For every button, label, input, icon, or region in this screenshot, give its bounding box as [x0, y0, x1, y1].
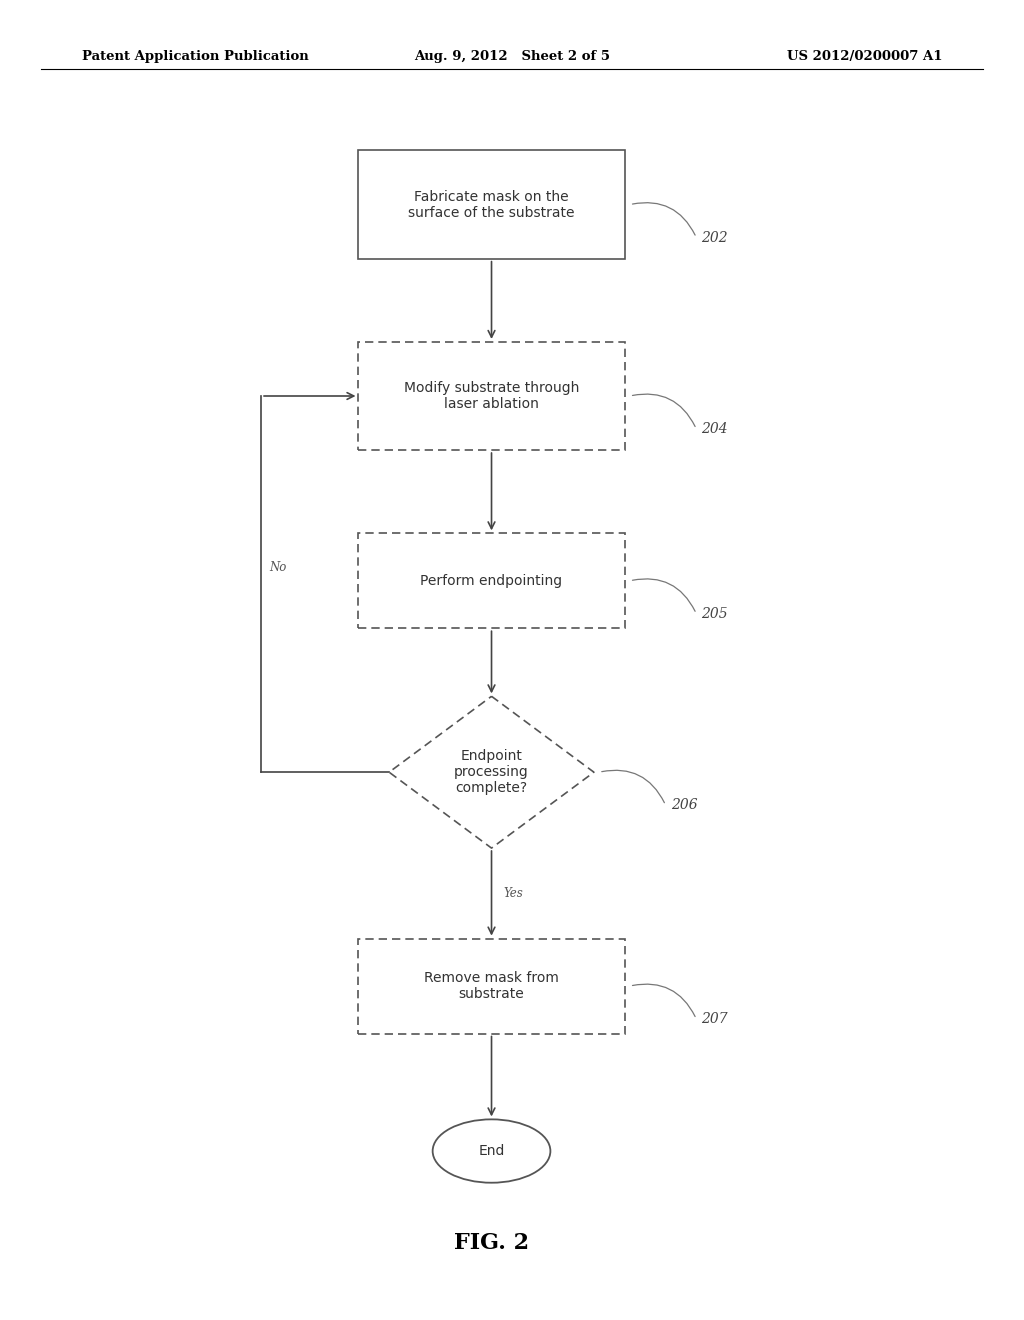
Text: Endpoint
processing
complete?: Endpoint processing complete? — [455, 748, 528, 796]
Text: Fabricate mask on the
surface of the substrate: Fabricate mask on the surface of the sub… — [409, 190, 574, 219]
Bar — [358, 150, 625, 259]
Text: Modify substrate through
laser ablation: Modify substrate through laser ablation — [403, 381, 580, 411]
Text: 205: 205 — [701, 607, 728, 620]
Text: 206: 206 — [671, 799, 697, 812]
Text: Yes: Yes — [504, 887, 523, 900]
Text: Remove mask from
substrate: Remove mask from substrate — [424, 972, 559, 1001]
Bar — [358, 342, 625, 450]
Text: 204: 204 — [701, 422, 728, 436]
Text: 207: 207 — [701, 1012, 728, 1026]
Bar — [358, 533, 625, 628]
Text: End: End — [478, 1144, 505, 1158]
Text: Perform endpointing: Perform endpointing — [421, 574, 562, 587]
Text: FIG. 2: FIG. 2 — [454, 1233, 529, 1254]
Bar — [358, 939, 625, 1034]
Text: US 2012/0200007 A1: US 2012/0200007 A1 — [786, 50, 942, 63]
Ellipse shape — [432, 1119, 551, 1183]
Text: Aug. 9, 2012   Sheet 2 of 5: Aug. 9, 2012 Sheet 2 of 5 — [414, 50, 610, 63]
Text: Patent Application Publication: Patent Application Publication — [82, 50, 308, 63]
Text: 202: 202 — [701, 231, 728, 244]
Text: No: No — [269, 561, 287, 574]
